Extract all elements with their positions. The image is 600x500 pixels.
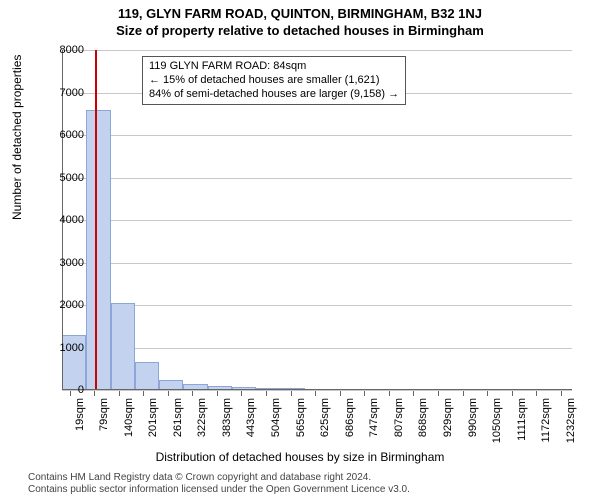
x-tick: [291, 391, 292, 396]
chart-title: 119, GLYN FARM ROAD, QUINTON, BIRMINGHAM…: [0, 0, 600, 21]
x-tick: [512, 391, 513, 396]
x-tick-label: 686sqm: [344, 398, 356, 458]
x-tick-label: 443sqm: [245, 398, 257, 458]
x-axis-line: [62, 389, 572, 390]
chart-container: 119, GLYN FARM ROAD, QUINTON, BIRMINGHAM…: [0, 0, 600, 500]
grid-line: [62, 220, 572, 221]
x-tick-label: 747sqm: [368, 398, 380, 458]
x-tick: [315, 391, 316, 396]
x-tick: [364, 391, 365, 396]
x-tick-label: 140sqm: [123, 398, 135, 458]
x-tick: [561, 391, 562, 396]
x-tick-label: 868sqm: [417, 398, 429, 458]
x-tick-label: 1050sqm: [491, 398, 503, 458]
x-tick: [143, 391, 144, 396]
x-tick: [217, 391, 218, 396]
y-tick-label: 8000: [44, 44, 84, 56]
x-tick: [192, 391, 193, 396]
plot-area: 119 GLYN FARM ROAD: 84sqm← 15% of detach…: [62, 50, 572, 390]
grid-line: [62, 50, 572, 51]
x-tick: [389, 391, 390, 396]
y-tick-label: 6000: [44, 129, 84, 141]
annotation-line: 119 GLYN FARM ROAD: 84sqm: [149, 60, 399, 74]
x-tick-label: 19sqm: [74, 398, 86, 458]
x-tick-label: 383sqm: [221, 398, 233, 458]
x-tick-label: 565sqm: [295, 398, 307, 458]
x-tick-label: 1111sqm: [516, 398, 528, 458]
x-tick: [438, 391, 439, 396]
x-tick-label: 504sqm: [270, 398, 282, 458]
histogram-bar: [111, 303, 135, 390]
x-tick-label: 929sqm: [442, 398, 454, 458]
caption: Contains HM Land Registry data © Crown c…: [28, 472, 410, 496]
y-tick-label: 1000: [44, 342, 84, 354]
grid-line: [62, 178, 572, 179]
x-tick-label: 807sqm: [393, 398, 405, 458]
x-tick: [536, 391, 537, 396]
x-tick: [119, 391, 120, 396]
chart-subtitle: Size of property relative to detached ho…: [0, 21, 600, 38]
grid-line: [62, 348, 572, 349]
y-tick-label: 7000: [44, 87, 84, 99]
caption-line-2: Contains public sector information licen…: [28, 484, 410, 496]
x-tick: [463, 391, 464, 396]
x-tick: [168, 391, 169, 396]
grid-line: [62, 390, 572, 391]
x-tick: [413, 391, 414, 396]
caption-line-1: Contains HM Land Registry data © Crown c…: [28, 472, 410, 484]
y-tick-label: 4000: [44, 214, 84, 226]
grid-line: [62, 263, 572, 264]
x-tick-label: 1232sqm: [565, 398, 577, 458]
grid-line: [62, 135, 572, 136]
histogram-bar: [86, 110, 110, 391]
y-tick-label: 3000: [44, 257, 84, 269]
y-axis-label: Number of detached properties: [10, 55, 24, 220]
histogram-bar: [135, 362, 159, 390]
x-tick: [241, 391, 242, 396]
x-tick: [266, 391, 267, 396]
x-tick-label: 1172sqm: [540, 398, 552, 458]
x-tick-label: 625sqm: [319, 398, 331, 458]
x-tick: [487, 391, 488, 396]
x-tick-label: 79sqm: [98, 398, 110, 458]
y-tick-label: 5000: [44, 172, 84, 184]
annotation-box: 119 GLYN FARM ROAD: 84sqm← 15% of detach…: [142, 56, 406, 105]
x-tick-label: 201sqm: [147, 398, 159, 458]
x-tick-label: 261sqm: [172, 398, 184, 458]
y-tick-label: 0: [44, 384, 84, 396]
x-tick-label: 322sqm: [196, 398, 208, 458]
x-tick: [94, 391, 95, 396]
y-tick-label: 2000: [44, 299, 84, 311]
annotation-line: ← 15% of detached houses are smaller (1,…: [149, 74, 399, 88]
grid-line: [62, 305, 572, 306]
x-tick-label: 990sqm: [467, 398, 479, 458]
annotation-line: 84% of semi-detached houses are larger (…: [149, 88, 399, 102]
x-tick: [340, 391, 341, 396]
marker-line: [95, 50, 97, 390]
